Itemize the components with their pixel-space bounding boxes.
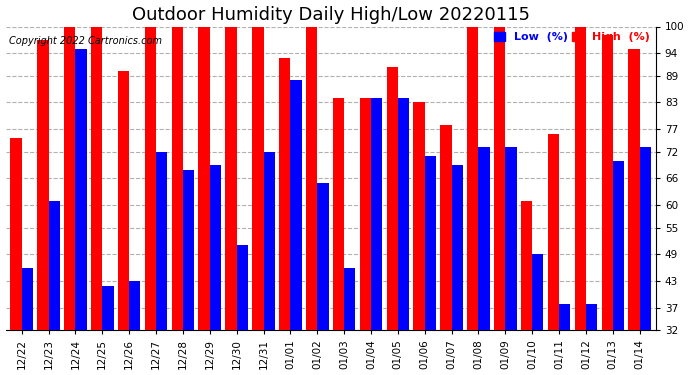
Text: Copyright 2022 Cartronics.com: Copyright 2022 Cartronics.com <box>9 36 162 46</box>
Bar <box>48 201 60 330</box>
Bar <box>21 268 33 330</box>
Bar <box>344 268 355 330</box>
Bar <box>640 147 651 330</box>
Bar <box>91 27 102 330</box>
Bar <box>575 27 586 330</box>
Bar <box>279 58 290 330</box>
Bar <box>586 304 598 330</box>
Bar <box>505 147 517 330</box>
Bar <box>75 49 87 330</box>
Bar <box>129 281 141 330</box>
Bar <box>290 80 302 330</box>
Bar <box>494 27 505 330</box>
Bar <box>629 49 640 330</box>
Bar <box>425 156 436 330</box>
Title: Outdoor Humidity Daily High/Low 20220115: Outdoor Humidity Daily High/Low 20220115 <box>132 6 530 24</box>
Bar <box>199 27 210 330</box>
Bar <box>118 71 129 330</box>
Bar <box>237 246 248 330</box>
Bar <box>559 304 571 330</box>
Bar <box>64 27 75 330</box>
Bar <box>10 138 21 330</box>
Bar <box>156 152 167 330</box>
Bar <box>451 165 463 330</box>
Bar <box>264 152 275 330</box>
Bar <box>37 40 48 330</box>
Bar <box>602 36 613 330</box>
Bar <box>210 165 221 330</box>
Bar <box>478 147 490 330</box>
Bar <box>440 125 451 330</box>
Bar <box>226 27 237 330</box>
Bar <box>317 183 328 330</box>
Bar <box>306 27 317 330</box>
Bar <box>183 170 194 330</box>
Bar <box>359 98 371 330</box>
Bar <box>102 286 114 330</box>
Bar <box>398 98 409 330</box>
Bar <box>413 102 425 330</box>
Bar <box>333 98 344 330</box>
Bar <box>386 67 398 330</box>
Legend: Low  (%), High  (%): Low (%), High (%) <box>489 28 655 47</box>
Bar <box>371 98 382 330</box>
Bar <box>253 27 264 330</box>
Bar <box>145 27 156 330</box>
Bar <box>548 134 559 330</box>
Bar <box>613 160 624 330</box>
Bar <box>467 27 478 330</box>
Bar <box>521 201 532 330</box>
Bar <box>532 254 544 330</box>
Bar <box>172 27 183 330</box>
